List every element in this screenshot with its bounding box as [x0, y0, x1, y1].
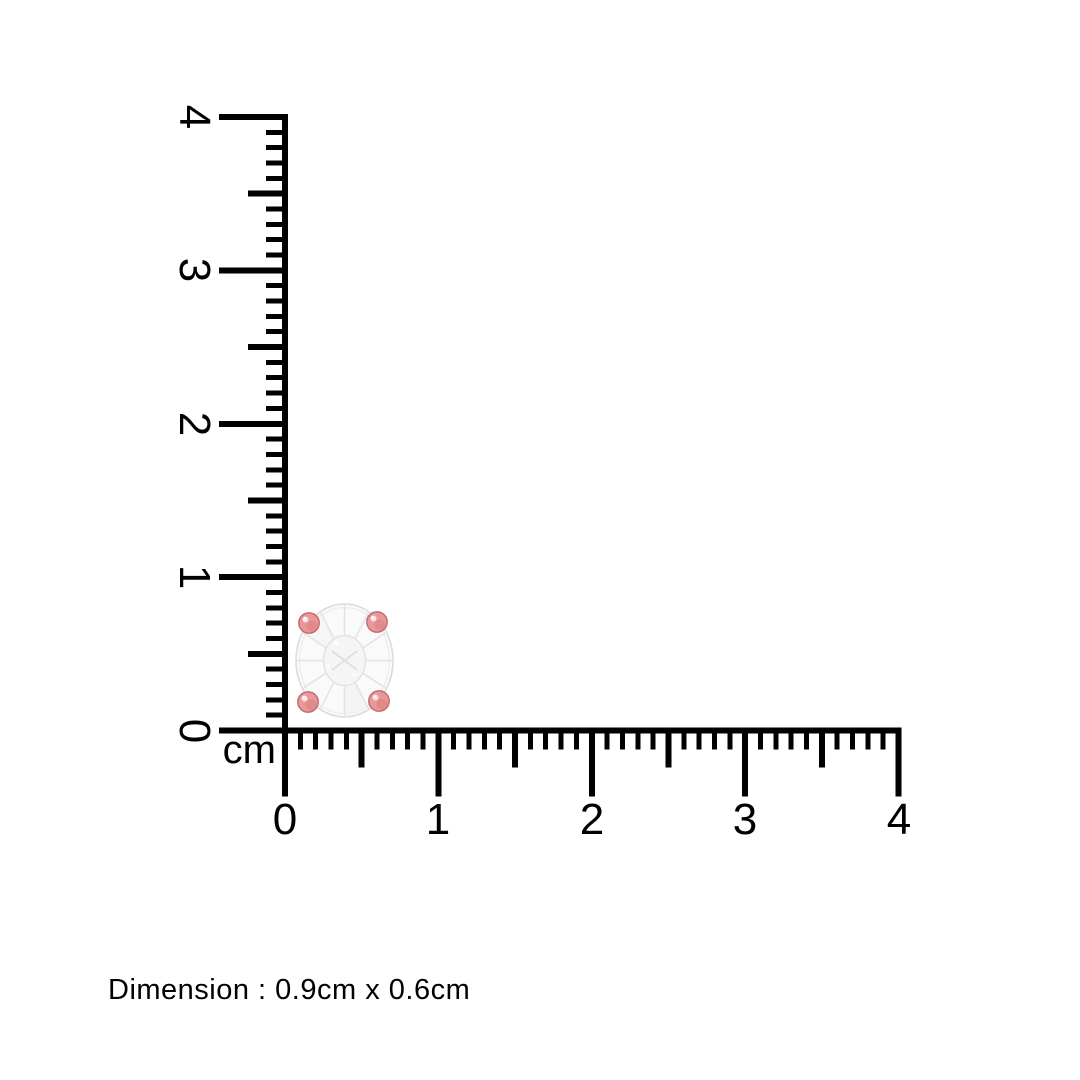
prong-shading — [301, 615, 388, 711]
stone-sparkles — [326, 640, 356, 677]
h-axis-label-0: 0 — [272, 795, 298, 844]
gemstone-stud-image — [295, 603, 394, 718]
v-axis-label-3: 3 — [170, 257, 219, 283]
v-axis-label-2: 2 — [170, 411, 219, 437]
v-axis-label-1: 1 — [170, 564, 219, 590]
h-axis-label-1: 1 — [425, 795, 451, 844]
v-axis-label-4: 4 — [170, 104, 219, 130]
h-axis-label-4: 4 — [886, 795, 912, 844]
unit-label: cm — [222, 728, 276, 772]
stone-facets — [296, 604, 393, 717]
v-axis-label-0: 0 — [170, 718, 219, 744]
h-axis-label-3: 3 — [732, 795, 758, 844]
dimension-caption: Dimension : 0.9cm x 0.6cm — [108, 974, 471, 1006]
h-axis-label-2: 2 — [579, 795, 605, 844]
